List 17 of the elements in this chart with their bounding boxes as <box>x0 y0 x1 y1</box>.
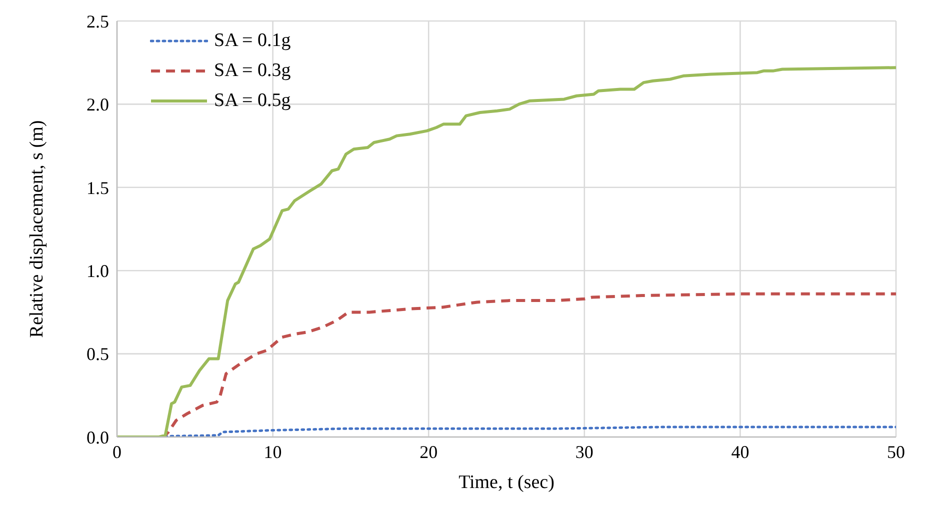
legend-label: SA = 0.5g <box>214 89 291 113</box>
x-tick-label: 50 <box>887 442 905 462</box>
y-tick-label: 0.5 <box>86 344 109 364</box>
x-tick-label: 0 <box>112 442 122 462</box>
x-axis-title: Time, t (sec) <box>458 472 554 493</box>
y-tick-label: 1.0 <box>86 260 109 281</box>
x-tick-label: 40 <box>731 442 750 462</box>
x-tick-label: 20 <box>420 442 438 462</box>
x-tick-label: 10 <box>264 442 282 462</box>
y-axis-title: Relative displacement, s (m) <box>26 120 48 338</box>
legend-label: SA = 0.3g <box>214 59 291 83</box>
y-tick-label: 0.0 <box>86 427 109 448</box>
legend-label: SA = 0.1g <box>214 29 291 53</box>
x-tick-label: 30 <box>575 442 594 462</box>
y-tick-label: 2.0 <box>86 94 109 115</box>
y-tick-label: 1.5 <box>86 178 109 198</box>
y-tick-label: 2.5 <box>86 11 109 32</box>
